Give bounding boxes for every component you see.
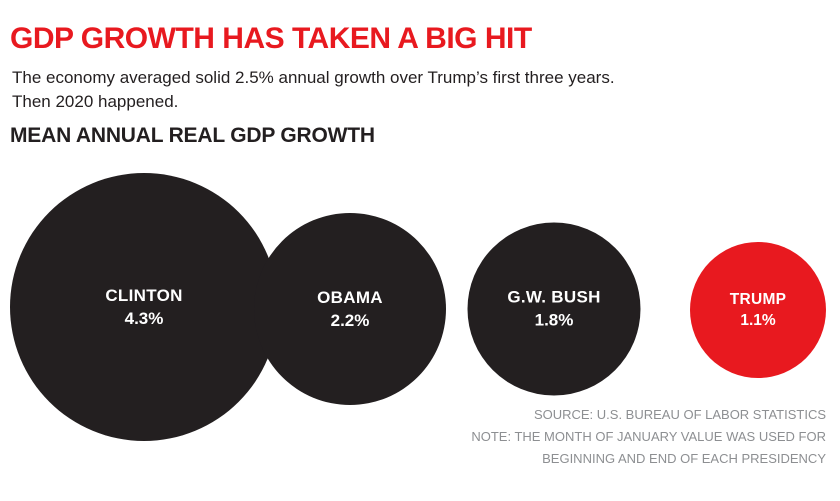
subtitle-line-1: The economy averaged solid 2.5% annual g… — [12, 68, 615, 87]
bubble-gw-bush-label: G.W. BUSH — [507, 287, 601, 307]
bubble-trump: TRUMP 1.1% — [690, 242, 826, 378]
footer-notes: SOURCE: U.S. BUREAU OF LABOR STATISTICS … — [471, 404, 826, 470]
bubble-clinton: CLINTON 4.3% — [10, 173, 278, 441]
bubble-obama-value: 2.2% — [330, 310, 370, 330]
bubble-clinton-label: CLINTON — [105, 285, 183, 305]
note-text-line-2: BEGINNING AND END OF EACH PRESIDENCY — [542, 451, 826, 466]
bubble-trump-value: 1.1% — [740, 311, 776, 329]
chart-title: MEAN ANNUAL REAL GDP GROWTH — [10, 124, 375, 147]
bubble-obama-label: OBAMA — [317, 287, 383, 307]
page-title: GDP GROWTH HAS TAKEN A BIG HIT — [10, 22, 532, 55]
note-text-line-1: NOTE: THE MONTH OF JANUARY VALUE WAS USE… — [471, 429, 826, 444]
bubble-gw-bush: G.W. BUSH 1.8% — [467, 222, 641, 396]
bubble-obama: OBAMA 2.2% — [254, 213, 446, 405]
subtitle: The economy averaged solid 2.5% annual g… — [12, 66, 615, 114]
subtitle-line-2: Then 2020 happened. — [12, 92, 179, 111]
bubble-gw-bush-value: 1.8% — [534, 310, 574, 330]
bubble-trump-label: TRUMP — [729, 290, 787, 308]
bubble-clinton-value: 4.3% — [124, 308, 164, 328]
source-text: SOURCE: U.S. BUREAU OF LABOR STATISTICS — [533, 407, 826, 422]
